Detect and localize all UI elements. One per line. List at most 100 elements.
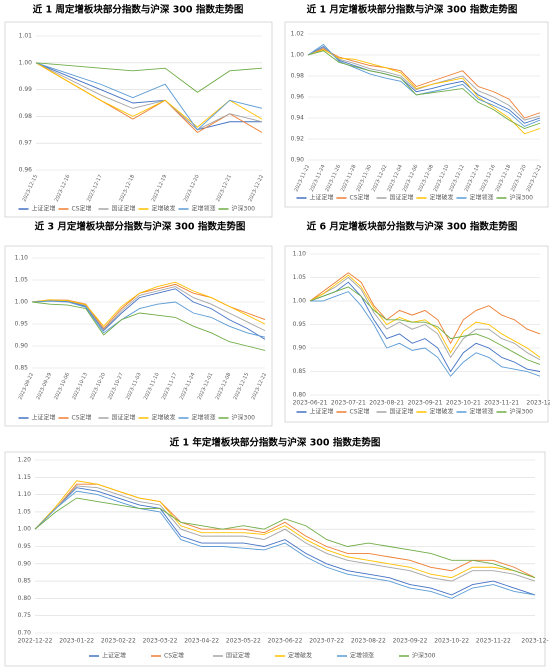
x-tick-label: 2023-11-21: [484, 400, 519, 407]
y-tick-label: 0.80: [293, 392, 307, 399]
series-line: [310, 291, 541, 377]
x-tick-label: 2023-01-22: [59, 638, 94, 645]
y-tick-label: 1.15: [18, 474, 32, 481]
legend-label: 上证定增: [102, 652, 126, 660]
y-tick-label: 1.05: [18, 508, 32, 515]
x-tick-label: 2023-10-21: [446, 400, 481, 407]
legend-label: 沪深300: [232, 414, 256, 422]
y-tick-label: 1.02: [291, 31, 305, 38]
chart-frame: [4, 245, 273, 427]
legend-label: 国证定增: [112, 205, 136, 213]
legend-label: 定增领涨: [192, 414, 216, 422]
y-tick-label: 0.95: [18, 543, 32, 550]
y-tick-label: 0.99: [19, 86, 33, 93]
y-tick-label: 1.20: [18, 457, 32, 464]
series-line: [309, 272, 541, 345]
x-tick-label: 2023-08-22: [351, 638, 386, 645]
y-tick-label: 0.95: [15, 321, 29, 328]
series-line: [35, 62, 262, 131]
x-tick-label: 2023-12-: [521, 638, 548, 645]
legend-label: 上证定增: [310, 408, 334, 416]
series-line: [34, 487, 536, 596]
y-tick-label: 0.97: [19, 140, 33, 147]
y-tick-label: 1.00: [15, 299, 29, 306]
x-tick-label: 2023-10-22: [434, 638, 469, 645]
legend-label: 定增破发: [152, 205, 176, 213]
x-tick-label: 2023-02-22: [101, 638, 136, 645]
x-tick-label: 2023-11-22: [476, 638, 511, 645]
legend-label: 沪深300: [412, 652, 436, 660]
x-tick-label: 2023-03-22: [143, 638, 178, 645]
legend-label: 定增领涨: [350, 652, 374, 660]
legend-label: 上证定增: [32, 205, 56, 213]
chart-frame: [4, 21, 273, 218]
x-tick-label: 2023-06-21: [293, 400, 328, 407]
series-line: [35, 62, 263, 131]
chart-title: 近 1 年定增板块部分指数与沪深 300 指数走势图: [170, 437, 381, 449]
y-tick-label: 0.90: [291, 157, 305, 164]
series-line: [307, 46, 541, 124]
series-line: [31, 288, 266, 340]
legend-label: 定增破发: [430, 194, 454, 202]
y-tick-label: 0.98: [19, 113, 33, 120]
series-line: [309, 281, 541, 373]
series-line: [34, 490, 536, 599]
series-line: [307, 49, 541, 135]
x-tick-label: 2023-12-: [526, 400, 550, 407]
legend-label: 国证定增: [112, 414, 136, 422]
y-tick-label: 1.01: [19, 33, 33, 40]
y-tick-label: 0.90: [293, 345, 307, 352]
series-line: [35, 62, 263, 131]
series-line: [31, 300, 266, 338]
y-tick-label: 0.96: [291, 94, 305, 101]
series-line: [34, 480, 536, 579]
y-tick-label: 0.98: [291, 73, 305, 80]
y-tick-label: 1.00: [18, 526, 32, 533]
y-tick-label: 0.85: [15, 365, 29, 372]
series-line: [309, 286, 541, 365]
y-tick-label: 0.70: [18, 630, 32, 637]
chart-title: 近 1 周定增板块部分指数与沪深 300 指数走势图: [33, 4, 244, 16]
y-tick-label: 1.10: [18, 491, 32, 498]
legend-label: 上证定增: [310, 194, 334, 202]
y-tick-label: 0.90: [18, 560, 32, 567]
y-tick-label: 1.00: [293, 298, 307, 305]
legend-label: 沪深300: [232, 205, 256, 213]
legend-label: 定增破发: [152, 414, 176, 422]
legend-label: 国证定增: [226, 652, 250, 660]
x-tick-label: 2023-06-22: [268, 638, 303, 645]
chart-frame: [284, 245, 549, 423]
legend-label: CS定增: [72, 414, 92, 422]
legend-label: 沪深300: [510, 194, 534, 202]
y-tick-label: 0.85: [18, 578, 32, 585]
y-tick-label: 0.92: [291, 136, 305, 143]
y-tick-label: 0.75: [18, 612, 32, 619]
legend-label: 定增领涨: [470, 194, 494, 202]
x-tick-label: 2022-12-22: [18, 638, 53, 645]
chart-title: 近 6 月定增板块部分指数与沪深 300 指数走势图: [307, 221, 518, 233]
x-tick-label: 2023-04-22: [184, 638, 219, 645]
y-tick-label: 1.00: [291, 52, 305, 59]
chart-title: 近 1 月定增板块部分指数与沪深 300 指数走势图: [307, 4, 518, 16]
series-line: [309, 274, 541, 358]
chart-frame: [284, 21, 549, 208]
series-line: [35, 62, 263, 93]
y-tick-label: 1.05: [15, 277, 29, 284]
x-tick-label: 2023-07-21: [331, 400, 366, 407]
series-line: [34, 497, 536, 579]
legend-label: 国证定增: [390, 408, 414, 416]
y-tick-label: 0.94: [291, 115, 305, 122]
x-tick-label: 2023-09-21: [408, 400, 443, 407]
legend-label: CS定增: [350, 194, 370, 202]
series-line: [31, 301, 266, 351]
x-tick-label: 2023-07-22: [309, 638, 344, 645]
y-tick-label: 0.80: [18, 595, 32, 602]
series-line: [34, 485, 536, 582]
legend-label: 定增破发: [430, 408, 454, 416]
legend-label: CS定增: [164, 652, 184, 660]
legend-label: 定增破发: [288, 652, 312, 660]
legend-label: 国证定增: [390, 194, 414, 202]
legend-label: 上证定增: [32, 414, 56, 422]
